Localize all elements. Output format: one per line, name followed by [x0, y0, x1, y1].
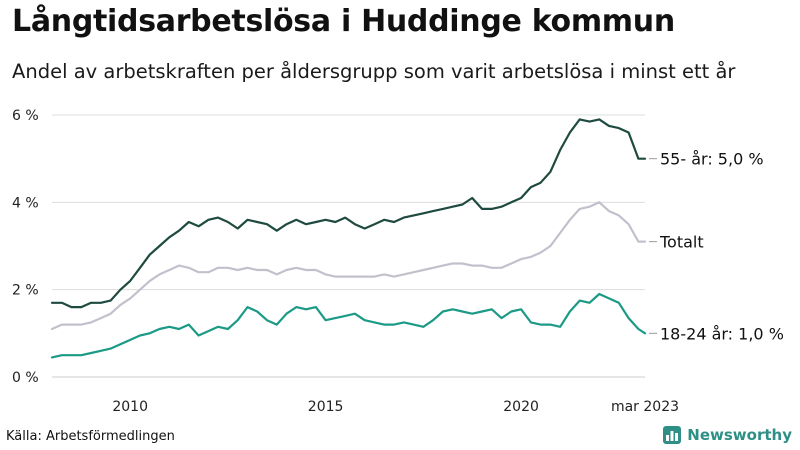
y-tick-label: 6 %	[12, 108, 39, 124]
series-end-label: Totalt	[659, 233, 704, 252]
series-line-1	[50, 201, 647, 331]
brand-logo: Newsworthy	[663, 426, 792, 444]
x-tick-label: 2015	[308, 399, 344, 415]
x-tick-label: mar 2023	[611, 399, 679, 415]
y-tick-label: 4 %	[12, 195, 39, 211]
series-lines	[50, 118, 647, 359]
series-end-label: 18-24 år: 1,0 %	[660, 324, 784, 343]
brand-name: Newsworthy	[687, 426, 792, 444]
x-tick-label: 2020	[503, 399, 539, 415]
series-line-0	[50, 118, 647, 309]
chart-title: Långtidsarbetslösa i Huddinge kommun	[12, 4, 675, 39]
end-labels: 55- år: 5,0 % Totalt 18-24 år: 1,0 %	[649, 150, 784, 343]
series-end-label: 55- år: 5,0 %	[660, 150, 764, 169]
y-tick-label: 0 %	[12, 370, 39, 386]
series-line-2	[50, 292, 647, 359]
y-tick-label: 2 %	[12, 283, 39, 299]
gridlines	[52, 114, 645, 378]
source-note: Källa: Arbetsförmedlingen	[6, 429, 175, 444]
bar-chart-icon	[663, 426, 682, 444]
x-tick-label: 2010	[112, 399, 148, 415]
chart-subtitle: Andel av arbetskraften per åldersgrupp s…	[12, 60, 736, 83]
axis-ticks: 0 % 2 % 4 % 6 % 2010 2015 2020 mar 2023	[12, 108, 679, 415]
